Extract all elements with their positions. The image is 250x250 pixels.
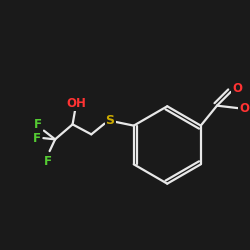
Text: O: O bbox=[240, 102, 250, 115]
Text: F: F bbox=[44, 154, 52, 168]
Text: O: O bbox=[232, 82, 242, 95]
Text: F: F bbox=[34, 118, 42, 131]
Text: F: F bbox=[33, 132, 41, 144]
Text: S: S bbox=[106, 114, 114, 127]
Text: OH: OH bbox=[66, 97, 86, 110]
